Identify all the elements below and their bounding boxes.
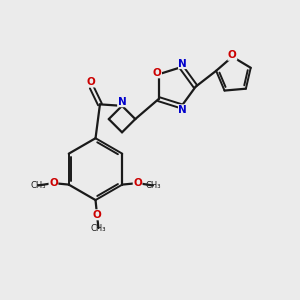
Text: O: O: [49, 178, 58, 188]
Text: CH₃: CH₃: [91, 224, 106, 232]
Text: O: O: [133, 178, 142, 188]
Text: O: O: [228, 50, 237, 60]
Text: N: N: [118, 97, 126, 107]
Text: CH₃: CH₃: [30, 181, 46, 190]
Text: N: N: [178, 58, 187, 69]
Text: CH₃: CH₃: [145, 181, 161, 190]
Text: O: O: [153, 68, 161, 78]
Text: O: O: [87, 77, 95, 87]
Text: N: N: [178, 105, 187, 115]
Text: O: O: [93, 210, 101, 220]
